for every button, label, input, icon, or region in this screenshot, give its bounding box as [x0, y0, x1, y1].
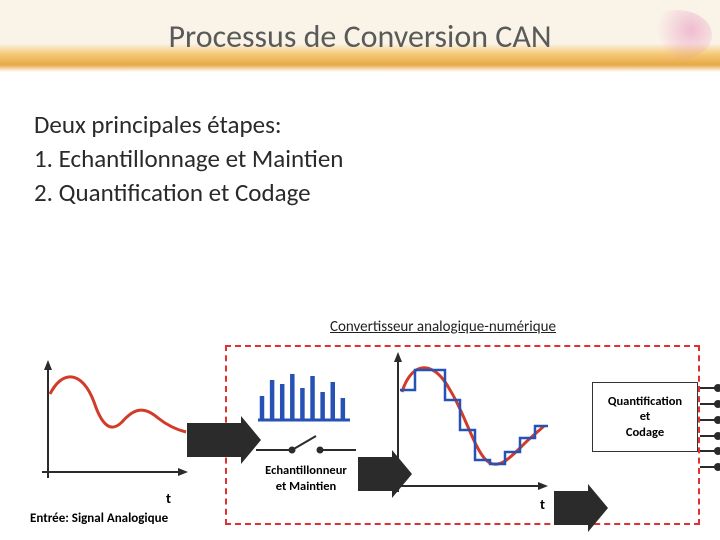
- output-dot: [714, 416, 720, 424]
- arrow-2: [358, 457, 392, 491]
- output-dot: [714, 463, 720, 471]
- quantification-box: Quantification et Codage: [592, 382, 698, 452]
- quant-line1: Quantification: [608, 394, 682, 410]
- output-dot: [714, 432, 720, 440]
- intro-step2: 2. Quantification et Codage: [34, 176, 686, 210]
- slide-title: Processus de Conversion CAN: [169, 17, 552, 56]
- sampled-graph: [392, 352, 548, 504]
- intro-step1: 1. Echantillonnage et Maintien: [34, 142, 686, 176]
- input-caption: Entrée: Signal Analogique: [30, 511, 168, 526]
- arrow-1: [187, 423, 241, 457]
- sampler-label-l1: Echantillonneur et Maintien: [265, 463, 347, 494]
- intro-lead: Deux principales étapes:: [34, 108, 686, 142]
- input-analog-graph: [42, 360, 188, 490]
- sampler-switch: [254, 430, 358, 458]
- output-dot: [714, 447, 720, 455]
- slide-header: Processus de Conversion CAN: [0, 0, 720, 72]
- quant-line2: et: [608, 409, 682, 425]
- quant-line3: Codage: [608, 425, 682, 441]
- output-dot: [714, 400, 720, 408]
- diagram: Convertisseur analogique-numérique t Ent…: [0, 285, 720, 540]
- sampler-label: Echantillonneur et Maintien: [250, 463, 362, 494]
- slide-body: Deux principales étapes: 1. Echantillonn…: [0, 72, 720, 209]
- sampler-comb: [256, 360, 352, 428]
- sampled-t-label: t: [540, 495, 545, 513]
- arrow-3: [554, 491, 588, 525]
- converter-label: Convertisseur analogique-numérique: [330, 318, 556, 336]
- output-dot: [714, 384, 720, 392]
- input-t-label: t: [166, 489, 171, 507]
